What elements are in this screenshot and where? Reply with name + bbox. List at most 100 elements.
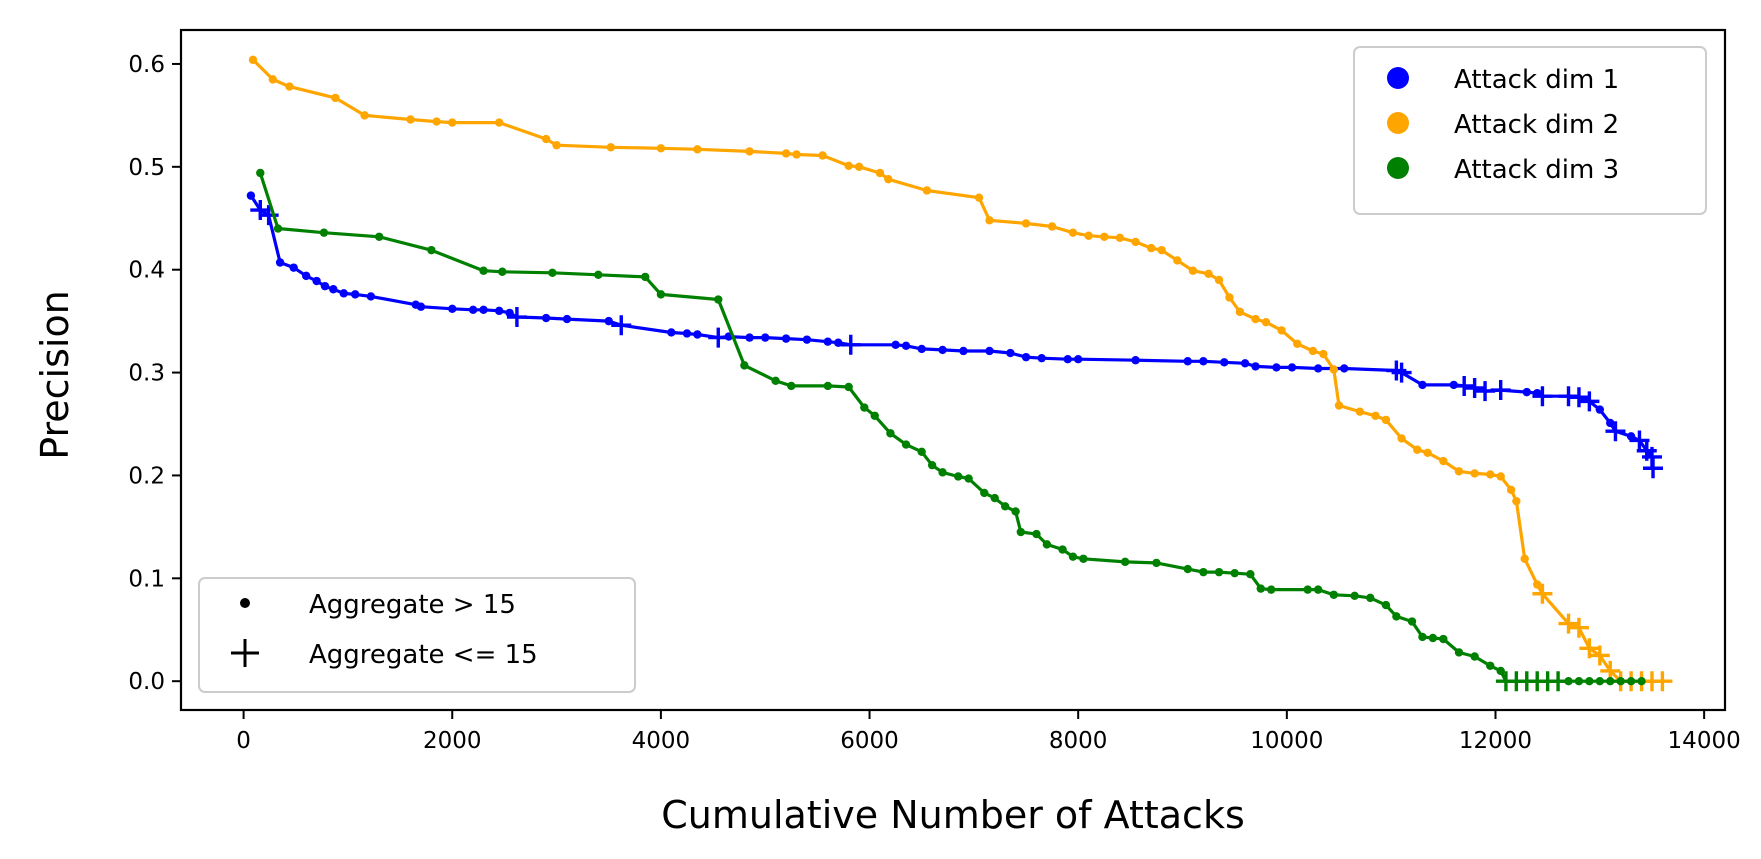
data-point-dot (1157, 245, 1166, 255)
data-point-dot (1418, 380, 1427, 390)
x-tick-label: 12000 (1459, 728, 1532, 754)
data-point-dot (823, 381, 833, 391)
data-point-plus (1558, 613, 1579, 634)
data-point-dot (268, 75, 278, 84)
data-point-plus (1589, 645, 1610, 666)
x-tick-label: 0 (236, 728, 251, 754)
data-point-dot (1183, 357, 1192, 366)
y-axis-label: Precision (33, 290, 77, 460)
y-tick-label: 0.1 (128, 566, 165, 592)
data-point-dot (312, 276, 321, 286)
data-point-dot (1564, 676, 1573, 686)
data-point-dot (1626, 432, 1636, 441)
x-tick-label: 6000 (840, 728, 899, 754)
data-point-dot (1397, 434, 1406, 443)
data-point-dot (1251, 314, 1260, 324)
y-tick-label: 0.6 (128, 52, 165, 78)
data-point-dot (787, 381, 796, 391)
data-point-plus (1568, 617, 1589, 638)
data-point-dot (1293, 339, 1302, 348)
data-point-dot (974, 193, 984, 202)
data-point-dot (682, 329, 692, 338)
data-point-dot (1047, 222, 1057, 231)
data-point-dot (1454, 648, 1464, 657)
data-point-dot (745, 147, 754, 156)
data-point-dot (917, 447, 926, 456)
data-point-dot (1313, 364, 1323, 373)
data-point-dot (541, 313, 551, 323)
data-point-dot (1616, 676, 1625, 686)
data-point-dot (1251, 362, 1260, 371)
data-point-dot (468, 305, 478, 315)
data-point-dot (980, 488, 989, 498)
data-point-plus (1652, 671, 1673, 692)
data-point-dot (1585, 676, 1594, 686)
data-point-dot (1240, 359, 1250, 368)
data-point-dot (1303, 585, 1312, 594)
data-point-dot (641, 272, 650, 282)
data-point-dot (541, 134, 551, 144)
data-point-dot (1068, 552, 1078, 561)
data-point-dot (714, 295, 723, 304)
data-point-dot (351, 290, 360, 299)
data-point-plus (1605, 421, 1626, 442)
data-point-dot (959, 346, 968, 356)
y-tick-label: 0.5 (128, 155, 165, 181)
data-point-dot (1470, 469, 1479, 478)
data-point-dot (1454, 467, 1464, 476)
data-point-dot (1392, 612, 1401, 621)
data-point-dot (606, 143, 616, 152)
series-line (251, 58, 1663, 683)
data-point-dot (860, 403, 869, 412)
data-point-plus (506, 307, 527, 328)
data-point-dot (740, 361, 749, 370)
data-point-dot (1220, 358, 1229, 367)
data-point-dot (1214, 275, 1224, 285)
data-point-dot (1350, 591, 1359, 601)
x-tick-label: 8000 (1049, 728, 1108, 754)
data-point-dot (1120, 557, 1130, 567)
data-point-dot (406, 115, 415, 124)
data-point-dot (1574, 676, 1584, 686)
data-point-dot (1407, 617, 1417, 626)
data-point-dot (1188, 266, 1198, 275)
data-point-dot (1287, 363, 1297, 372)
data-point-dot (1235, 307, 1245, 317)
data-point-dot (562, 314, 572, 324)
data-point-dot (448, 304, 457, 313)
data-point-dot (1319, 349, 1328, 359)
data-point-dot (922, 186, 932, 195)
data-point-dot (771, 376, 780, 386)
x-tick-label: 14000 (1668, 728, 1741, 754)
data-point-dot (1334, 401, 1344, 410)
data-point-dot (854, 162, 864, 172)
data-point-dot (1595, 405, 1605, 414)
data-point-dot (917, 344, 926, 354)
data-point-dot (901, 341, 911, 351)
data-point-dot (1173, 256, 1182, 265)
data-point-dot (1522, 387, 1531, 397)
data-point-dot (834, 338, 843, 347)
data-point-dot (1068, 228, 1078, 237)
data-point-dot (1032, 529, 1041, 539)
data-point-dot (891, 340, 900, 349)
data-point-dot (1183, 564, 1192, 574)
data-point-dot (693, 145, 702, 154)
data-point-dot (1423, 448, 1432, 458)
data-point-dot (1000, 502, 1010, 511)
data-point-dot (1073, 354, 1083, 364)
data-point-dot (1016, 527, 1026, 537)
data-point-dot (1595, 676, 1605, 686)
data-point-dot (1199, 357, 1208, 366)
data-point-dot (1486, 661, 1495, 670)
data-point-dot (1371, 411, 1380, 420)
data-point-dot (494, 118, 504, 127)
data-point-dot (1626, 676, 1636, 686)
data-point-plus (1464, 378, 1485, 399)
data-point-dot (548, 268, 557, 277)
data-point-dot (1021, 352, 1031, 362)
legend-markers: Aggregate > 15 Aggregate <= 15 (198, 577, 636, 693)
data-point-dot (494, 306, 504, 316)
data-point-dot (781, 334, 791, 343)
data-point-dot (1204, 269, 1213, 279)
